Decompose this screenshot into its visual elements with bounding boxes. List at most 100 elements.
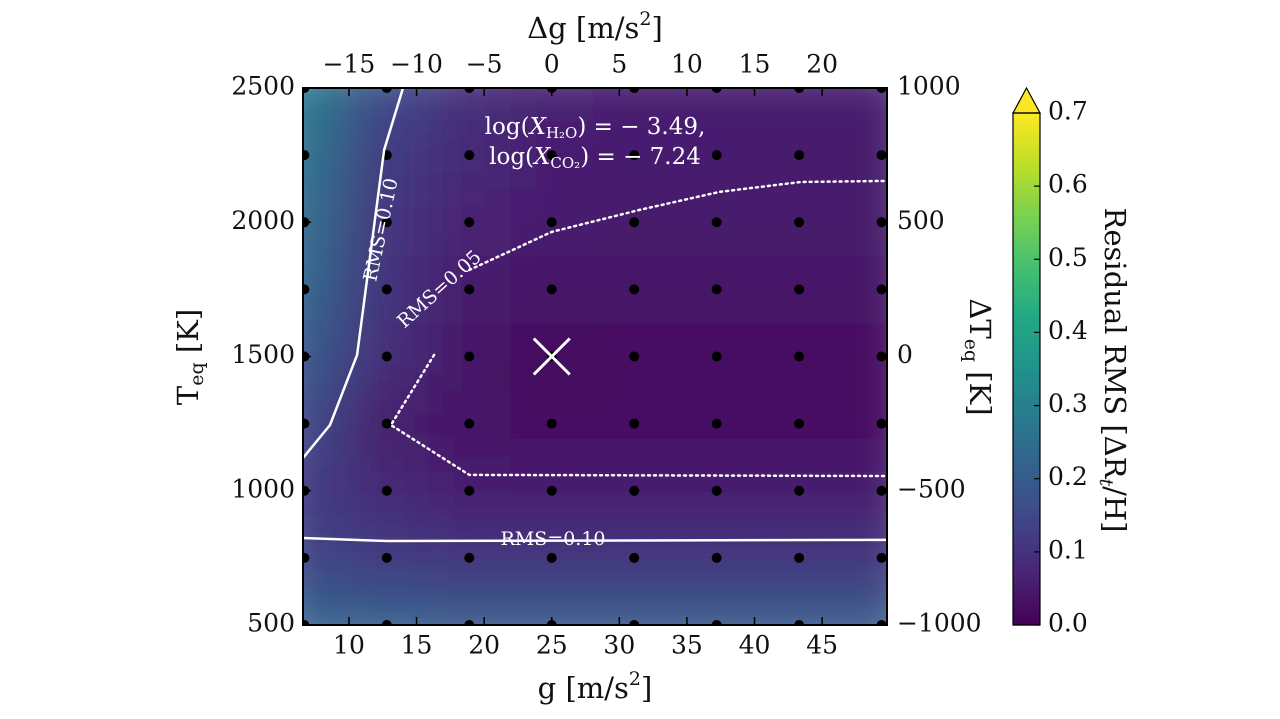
colorbar-swatch [1013,258,1040,263]
colorbar-swatch [1013,556,1040,562]
colorbar-swatch [1013,462,1040,468]
heatmap-cell [303,524,347,592]
grid-point [546,284,557,295]
colorbar-swatch [1013,155,1040,161]
grid-point [303,418,310,429]
colorbar-swatch [1013,275,1040,280]
colorbar-swatch [1013,424,1040,430]
y-tick-label: 2000 [231,206,295,235]
grid-point [303,88,310,93]
annotation-var: X [532,144,552,170]
grid-point [876,88,887,93]
grid-point [876,620,887,625]
heatmap-cell [303,591,347,625]
x2-label-main: Δg [m/s [527,11,639,45]
colorbar-swatch [1013,287,1040,293]
heatmap-cell [345,591,429,625]
colorbar-swatch [1013,206,1040,212]
grid-point [464,485,475,496]
grid-point [381,418,392,429]
colorbar-tick-label: 0.0 [1048,609,1088,638]
colorbar-swatch [1013,326,1040,332]
colorbar-swatch [1013,607,1040,613]
colorbar-swatch [1013,142,1040,148]
colorbar-swatch [1013,458,1040,464]
colorbar-swatch [1013,151,1040,157]
annotation-text: ) = − 3.49, [577,114,705,140]
colorbar-swatch [1013,317,1040,323]
colorbar-swatch [1013,492,1040,498]
colorbar-swatch [1013,300,1040,306]
colorbar-swatch [1013,569,1040,575]
colorbar-swatch [1013,407,1040,413]
colorbar-swatch [1013,475,1040,481]
x-tick-label: 25 [536,631,568,660]
grid-point [381,620,392,625]
grid-point [546,150,557,161]
colorbar-tick-label: 0.1 [1048,535,1088,564]
heatmap-cell [428,591,512,625]
y2-tick-label: 500 [897,206,945,235]
colorbar-swatch [1013,526,1040,532]
colorbar-swatch [1013,266,1040,272]
x2-tick-label: 5 [611,50,627,79]
x2-label-end: ] [651,11,662,45]
y2-label-main: ΔT [963,298,997,339]
colorbar-swatch [1013,582,1040,588]
x2-tick-label: 0 [544,50,560,79]
grid-point [464,620,475,625]
colorbar-swatch [1013,441,1040,447]
grid-point [464,418,475,429]
colorbar-swatch [1013,561,1040,566]
colorbar-tick-label: 0.2 [1048,462,1088,491]
heatmap-cell [840,591,887,625]
colorbar-swatch [1013,232,1040,238]
grid-point [711,88,722,93]
annotation-line: log(XCO₂) = − 7.24 [489,144,701,172]
y-tick-label: 1500 [231,340,295,369]
grid-point [629,620,640,625]
y2-tick-label: 1000 [897,72,961,101]
colorbar-swatch [1013,497,1040,502]
colorbar-tick-label: 0.3 [1048,389,1088,418]
colorbar-swatch [1013,241,1040,246]
y2-label-sub: eq [960,339,982,362]
colorbar-swatch [1013,296,1040,302]
colorbar-swatch [1013,262,1040,268]
annotation-sub: CO₂ [550,154,580,172]
colorbar-swatch [1013,403,1040,408]
grid-point [464,217,475,228]
colorbar-tick-label: 0.7 [1048,97,1088,126]
colorbar-swatch [1013,445,1040,451]
y-axis-label: Teq [K] [171,309,208,405]
x-label-main: g [m/s [538,671,629,705]
colorbar-swatch [1013,322,1040,327]
colorbar-swatch [1013,437,1040,443]
colorbar-swatch [1013,147,1040,152]
colorbar-swatch [1013,177,1040,182]
grid-point [794,217,805,228]
colorbar: 0.0 0.1 0.2 0.3 0.4 0.5 0.6 0.7 [1011,86,1088,638]
grid-point [303,284,310,295]
colorbar-label-sub: t [1095,478,1117,486]
x-tick-label: 45 [806,631,838,660]
colorbar-swatch [1013,381,1040,387]
colorbar-swatch [1013,343,1040,349]
x-tick-label: 40 [739,631,771,660]
x2-axis-label: Δg [m/s2] [527,8,663,45]
colorbar-swatch [1013,514,1040,519]
colorbar-swatch [1013,616,1040,622]
colorbar-swatch [1013,467,1040,472]
contour-line [389,179,887,478]
colorbar-swatch [1013,590,1040,596]
grid-point [711,217,722,228]
colorbar-swatch [1013,313,1040,319]
grid-point [629,150,640,161]
colorbar-swatch [1013,189,1040,195]
heatmap-cell [840,88,887,123]
contour-line [303,536,887,543]
grid-point [381,552,392,563]
x-tick-label: 10 [333,631,365,660]
